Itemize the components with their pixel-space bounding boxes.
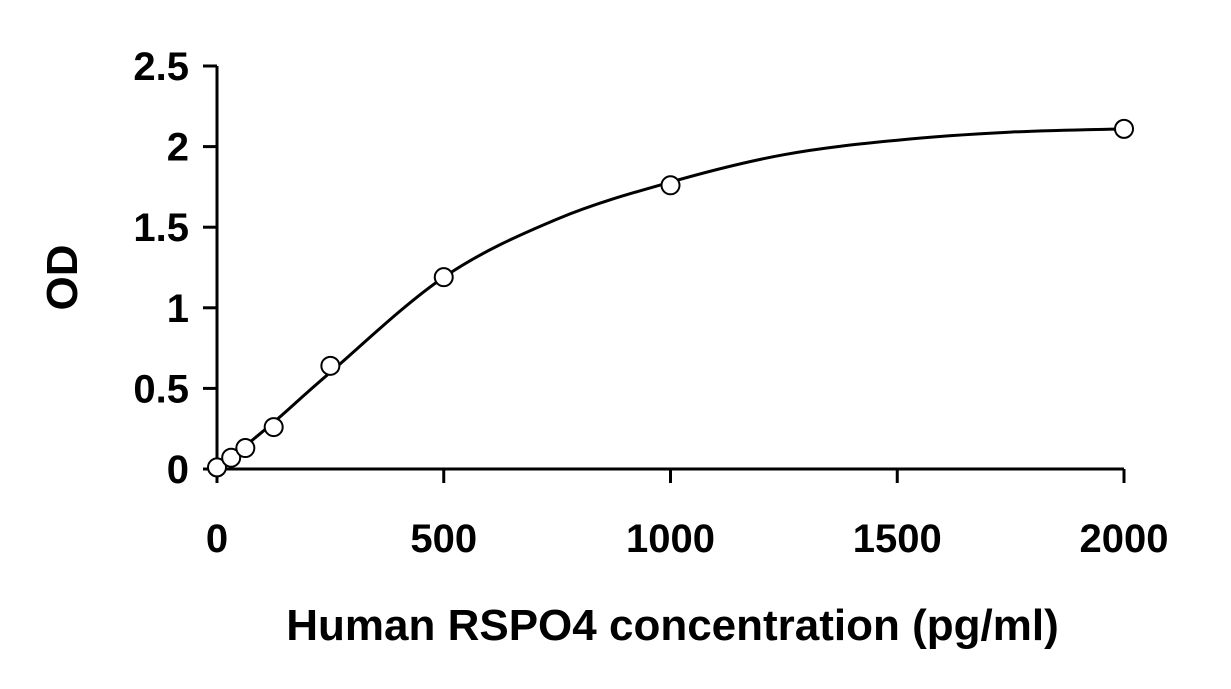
y-tick-label: 2.5 [133,45,189,89]
x-tick-label: 0 [206,517,228,561]
y-tick-label: 0.5 [133,367,189,411]
y-axis-title: OD [38,245,87,311]
fit-curve [216,127,1125,471]
data-point-marker [207,457,227,478]
x-ticks: 0 500 1000 1500 2000 [206,469,1169,561]
y-tick-label: 1.5 [133,206,189,250]
y-tick-label: 1 [167,287,189,331]
data-point-marker [263,417,284,438]
x-tick-label: 500 [410,517,477,561]
data-point-marker [433,267,454,288]
data-point-marker [235,438,256,459]
x-tick-label: 1500 [853,517,942,561]
y-tick-label: 2 [167,126,189,170]
x-axis-title: Human RSPO4 concentration (pg/ml) [286,601,1059,650]
data-point-marker [320,355,341,376]
x-tick-label: 1000 [626,517,715,561]
x-tick-label: 2000 [1080,517,1169,561]
data-points [207,118,1134,478]
y-ticks: 0 0.5 1 1.5 2 2.5 [133,45,217,492]
y-tick-label: 0 [167,448,189,492]
data-point-marker [1114,118,1134,139]
data-point-marker [660,175,681,196]
data-point-marker [221,447,242,468]
axes [215,66,1124,471]
